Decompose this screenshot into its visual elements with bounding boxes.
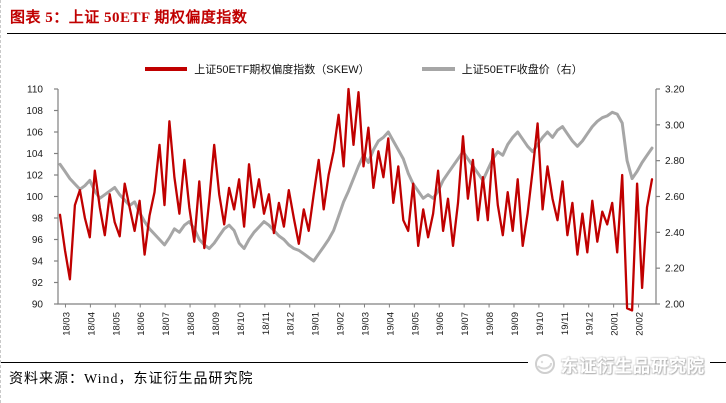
x-axis-label: 18/10 bbox=[236, 312, 247, 336]
x-axis-label: 19/01 bbox=[311, 312, 322, 336]
x-axis-label: 18/09 bbox=[211, 312, 222, 336]
left-axis-label: 94 bbox=[32, 257, 44, 268]
left-axis-label: 96 bbox=[32, 235, 44, 246]
x-axis-label: 19/03 bbox=[360, 312, 371, 336]
x-axis-label: 18/05 bbox=[111, 312, 122, 336]
chart-legend: 上证50ETF期权偏度指数（SKEW） 上证50ETF收盘价（右） bbox=[1, 61, 726, 77]
right-axis-label: 3.20 bbox=[665, 85, 685, 96]
x-axis-label: 20/02 bbox=[635, 312, 646, 336]
x-axis-label: 19/02 bbox=[336, 312, 347, 336]
left-axis-label: 98 bbox=[32, 214, 44, 225]
legend-item-skew: 上证50ETF期权偏度指数（SKEW） bbox=[145, 61, 370, 77]
figure-title: 图表 5：上证 50ETF 期权偏度指数 bbox=[10, 10, 248, 26]
price-line-swatch bbox=[421, 67, 455, 71]
right-axis-label: 2.20 bbox=[665, 264, 685, 275]
x-axis-label: 19/06 bbox=[435, 312, 446, 336]
left-axis-label: 104 bbox=[26, 149, 43, 160]
watermark-text: 东证衍生品研究院 bbox=[561, 356, 705, 376]
left-axis-label: 110 bbox=[27, 85, 43, 96]
left-axis-label: 108 bbox=[26, 106, 43, 117]
skew-series-line bbox=[58, 87, 654, 312]
right-axis-label: 3.00 bbox=[665, 120, 685, 131]
x-axis-label: 19/05 bbox=[410, 312, 421, 336]
source-note: 资料来源：Wind，东证衍生品研究院 bbox=[9, 372, 254, 387]
right-axis-label: 2.40 bbox=[665, 228, 685, 239]
x-axis-label: 18/12 bbox=[286, 312, 297, 336]
x-axis-label: 18/08 bbox=[186, 312, 197, 336]
x-axis-label: 19/12 bbox=[585, 312, 596, 336]
x-axis-label: 19/04 bbox=[385, 312, 396, 336]
left-axis-label: 102 bbox=[26, 171, 43, 182]
left-axis-label: 106 bbox=[26, 128, 43, 139]
left-axis-label: 100 bbox=[26, 192, 43, 203]
x-axis-label: 20/01 bbox=[610, 312, 621, 336]
x-axis-label: 19/07 bbox=[460, 312, 471, 336]
x-axis-label: 19/09 bbox=[510, 312, 521, 336]
right-axis-label: 2.00 bbox=[665, 300, 685, 311]
legend-label-price: 上证50ETF收盘价（右） bbox=[461, 64, 583, 76]
price-series-line bbox=[58, 110, 654, 263]
legend-label-skew: 上证50ETF期权偏度指数（SKEW） bbox=[194, 64, 370, 76]
x-axis-label: 18/04 bbox=[86, 312, 97, 336]
x-axis-label: 19/08 bbox=[485, 312, 496, 336]
x-axis-label: 18/11 bbox=[261, 312, 272, 335]
footer-divider bbox=[1, 362, 726, 363]
right-axis-label: 2.80 bbox=[665, 156, 685, 167]
orient-research-logo-icon bbox=[535, 354, 555, 374]
x-axis-label: 18/03 bbox=[61, 312, 72, 336]
x-axis-label: 18/07 bbox=[161, 312, 172, 336]
x-axis-label: 19/11 bbox=[560, 312, 571, 335]
left-axis-label: 90 bbox=[32, 300, 44, 311]
legend-item-price: 上证50ETF收盘价（右） bbox=[421, 61, 583, 77]
line-chart-canvas: 90 92 94 96 98 100 102 104 106 108 110 2.00 2.20 2.40… bbox=[26, 85, 685, 336]
x-axis-label: 19/10 bbox=[535, 312, 546, 336]
axis-frame bbox=[57, 89, 657, 305]
right-axis-label: 2.60 bbox=[665, 192, 685, 203]
watermark: 东证衍生品研究院 bbox=[528, 350, 710, 378]
skew-line-swatch bbox=[145, 67, 188, 71]
title-divider bbox=[7, 33, 726, 34]
left-axis-label: 92 bbox=[32, 278, 44, 289]
x-axis-label: 18/06 bbox=[136, 312, 147, 336]
